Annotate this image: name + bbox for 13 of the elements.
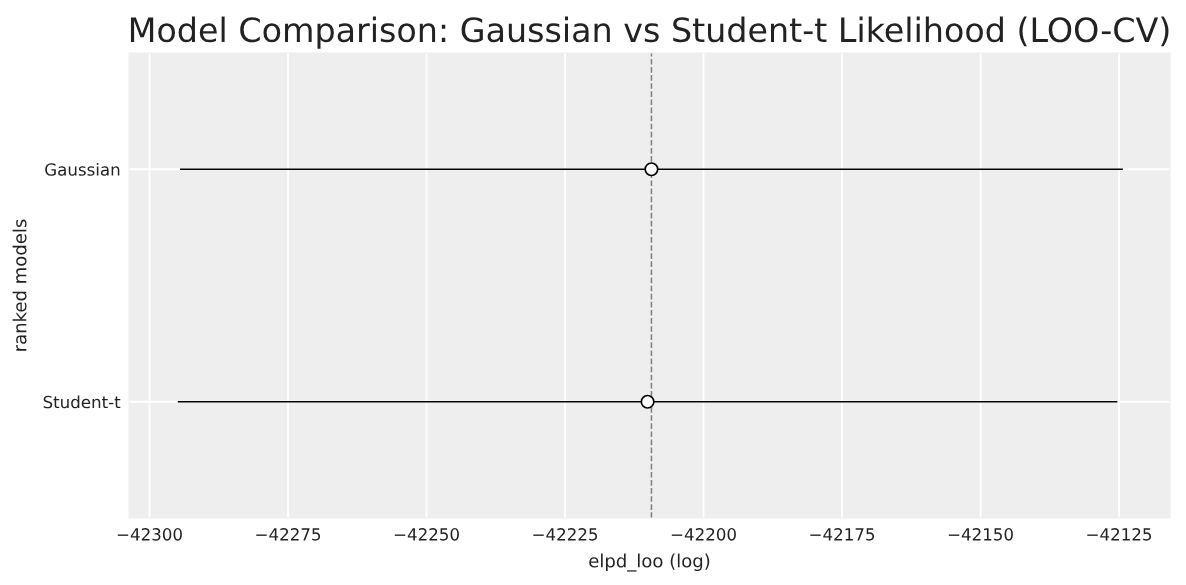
x-tick-label: −42250 [394,528,459,541]
x-tick-label: −42150 [948,528,1013,541]
x-axis-title: elpd_loo (log) [589,553,710,572]
x-tick-label: −42200 [671,528,736,541]
x-tick-label: −42300 [117,528,182,541]
y-tick-label: Student-t [43,395,121,409]
y-axis-title: ranked models [12,219,27,351]
x-tick-label: −42225 [533,528,598,541]
chart-title: Model Comparison: Gaussian vs Student-t Likelihood (LOO-CV) [130,16,1169,49]
y-tick-label: Gaussian [45,162,120,176]
x-tick-label: −42175 [810,528,875,541]
x-tick-label: −42275 [256,528,321,541]
x-tick-label: −42125 [1087,528,1152,541]
